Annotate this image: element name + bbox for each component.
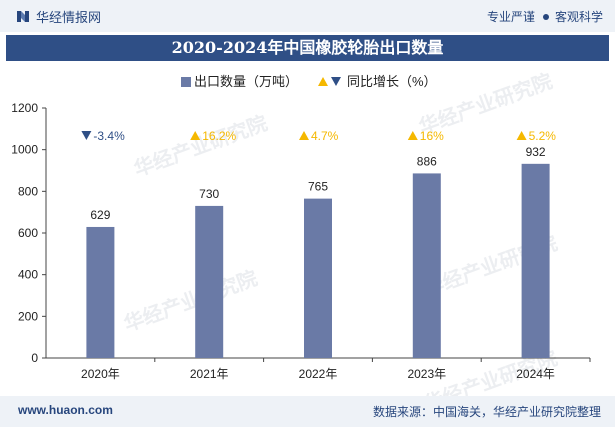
footer: www.huaon.com 数据来源：中国海关，华经产业研究院整理	[0, 396, 615, 427]
footer-source: 数据来源：中国海关，华经产业研究院整理	[372, 405, 601, 419]
bar-value-label: 765	[308, 180, 328, 194]
y-tick-label: 400	[18, 268, 38, 282]
bar-value-label: 932	[526, 145, 546, 159]
x-tick-label: 2021年	[190, 367, 229, 381]
y-tick-label: 0	[31, 351, 38, 365]
bar-value-label: 629	[90, 208, 110, 222]
x-tick-label: 2023年	[407, 367, 446, 381]
y-tick-label: 200	[18, 309, 38, 323]
bar	[86, 226, 115, 358]
tagline-a: 专业严谨	[486, 10, 535, 24]
x-tick-label: 2022年	[299, 367, 338, 381]
growth-up-marker	[190, 131, 201, 140]
growth-label: 5.2%	[529, 129, 557, 143]
growth-up-marker	[299, 131, 309, 140]
growth-label: 4.7%	[311, 129, 339, 143]
dot-icon	[542, 14, 549, 21]
bar	[304, 198, 332, 358]
tagline: 专业严谨 客观科学	[487, 8, 603, 25]
bar	[521, 163, 550, 358]
bar-value-label: 730	[199, 187, 219, 201]
legend: 出口数量（万吨） 同比增长（%）	[0, 70, 615, 90]
tagline-b: 客观科学	[554, 10, 603, 24]
top-bar: 华经情报网 专业严谨 客观科学	[0, 0, 615, 32]
triangle-down-icon	[331, 77, 341, 86]
footer-site: www.huaon.com	[18, 403, 113, 417]
growth-up-marker	[407, 131, 418, 140]
bar	[195, 205, 224, 358]
growth-down-marker	[81, 131, 92, 140]
bar-chart: 0 200 400 600 800 1000 1200 629 2020年 -3.4% 730 202…	[11, 101, 591, 381]
legend-item-export: 出口数量（万吨）	[181, 71, 298, 90]
chart-title: 2020-2024年中国橡胶轮胎出口数量	[6, 35, 609, 61]
y-tick-label: 1200	[11, 101, 38, 115]
triangle-up-icon	[318, 77, 328, 86]
y-tick-label: 800	[18, 184, 38, 198]
bar	[412, 173, 441, 358]
growth-label: -3.4%	[93, 129, 125, 143]
legend-label-growth: 同比增长（%）	[347, 74, 437, 89]
y-tick-label: 600	[18, 226, 38, 240]
logo-icon	[17, 11, 29, 22]
x-tick-label: 2024年	[516, 367, 555, 381]
brand-name: 华经情报网	[36, 10, 102, 25]
growth-label: 16%	[420, 129, 444, 143]
legend-item-growth: 同比增长（%）	[318, 71, 437, 90]
y-tick-label: 1000	[11, 143, 38, 157]
growth-label: 16.2%	[202, 129, 236, 143]
growth-up-marker	[516, 131, 527, 140]
bar-value-label: 886	[417, 154, 437, 168]
bar-swatch-icon	[181, 77, 191, 87]
x-tick-label: 2020年	[81, 367, 120, 381]
legend-label-export: 出口数量（万吨）	[194, 74, 299, 89]
